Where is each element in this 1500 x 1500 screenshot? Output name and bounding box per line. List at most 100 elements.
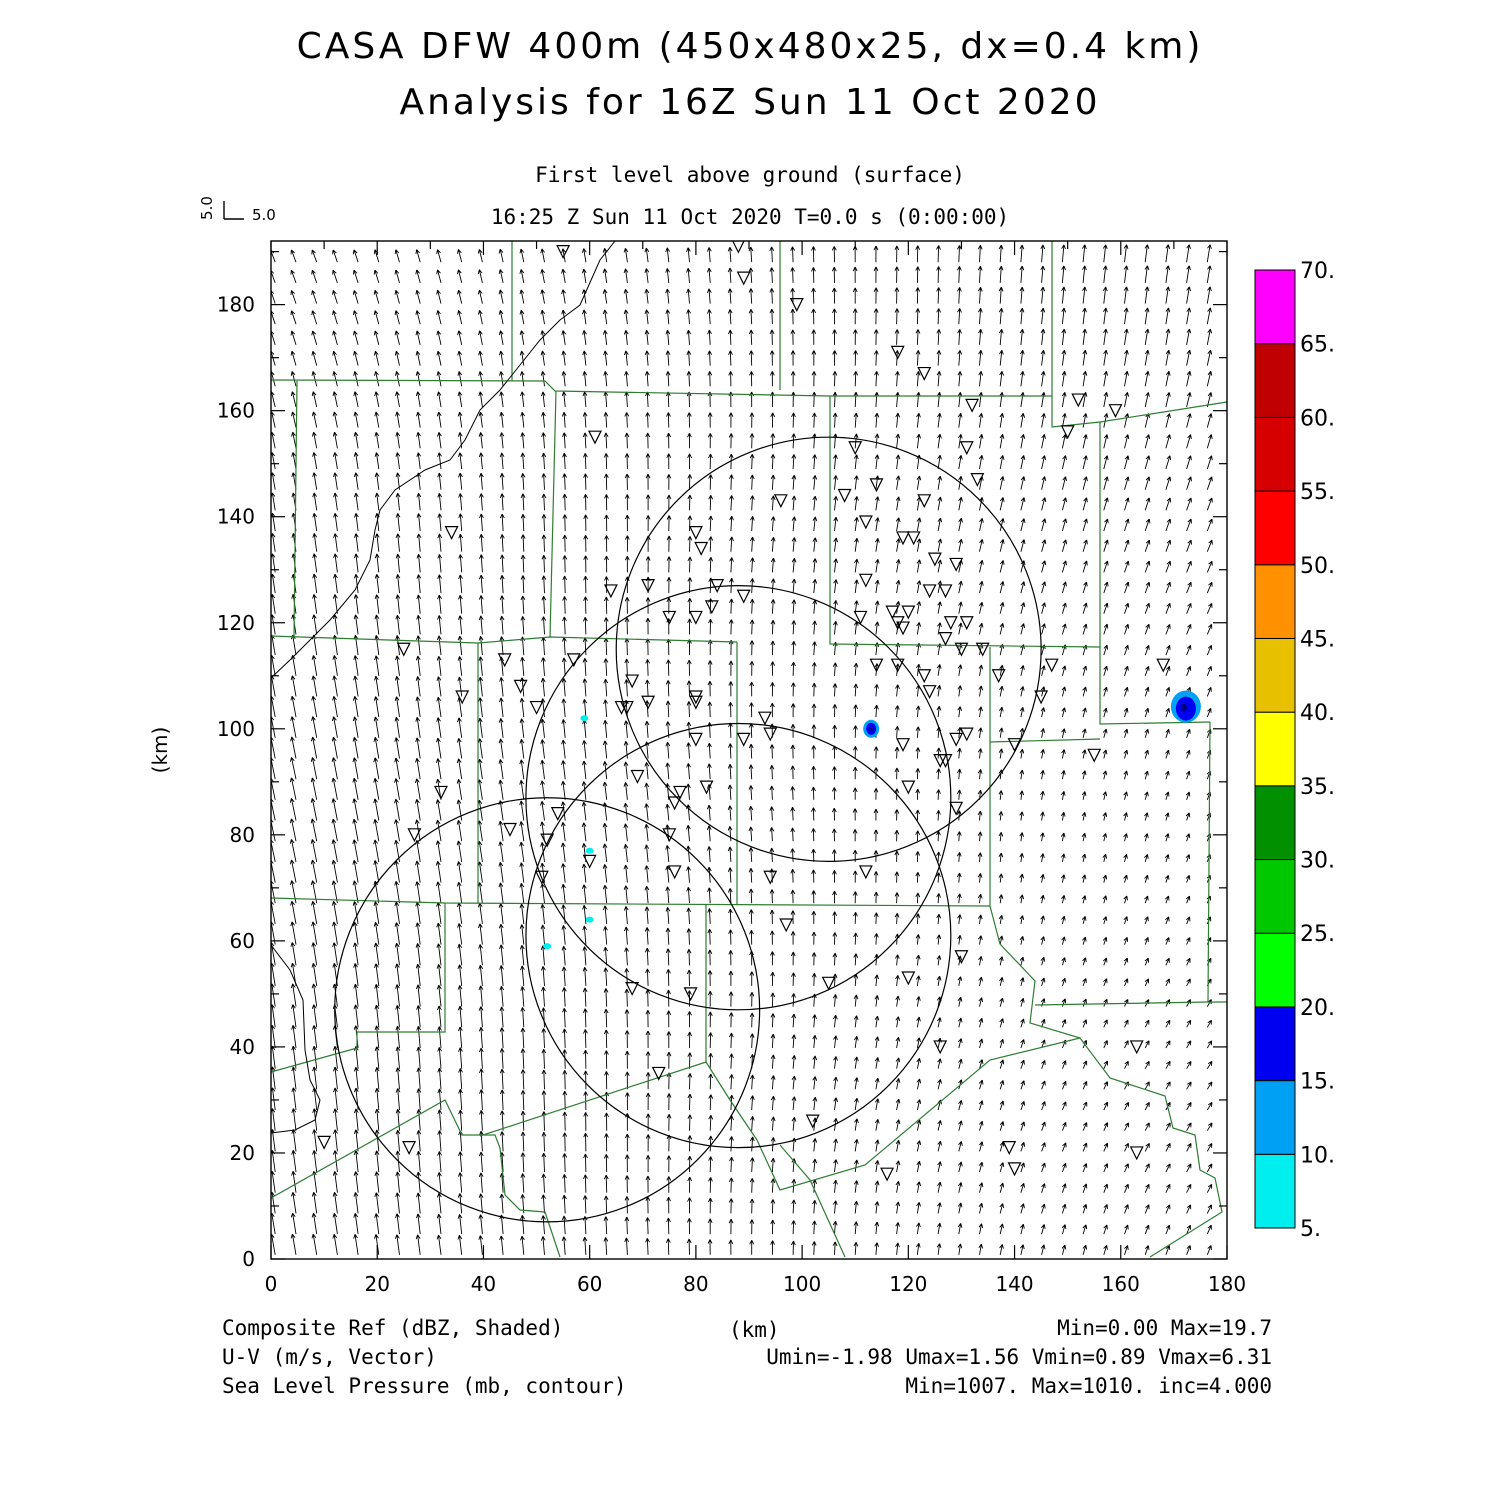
station-marker [959, 616, 974, 631]
station-marker [922, 584, 937, 599]
vector-key: 5.0 5.0 [198, 196, 276, 224]
footer-stats-2: Umin=-1.98 Umax=1.56 Vmin=0.89 Vmax=6.31 [766, 1345, 1272, 1369]
wind-vector-field [271, 241, 1213, 1255]
station-marker [763, 870, 778, 885]
station-marker [662, 828, 677, 843]
colorbar-label: 45. [1300, 627, 1335, 652]
station-marker [975, 642, 990, 657]
colorbar-swatch [1254, 269, 1296, 345]
station-marker [965, 398, 980, 413]
station-marker [858, 865, 873, 880]
station-marker [588, 430, 602, 445]
pressure-contours [271, 241, 616, 1134]
colorbar-label: 15. [1300, 1070, 1335, 1095]
y-tick-label: 100 [217, 717, 255, 741]
station-marker [858, 573, 873, 588]
station-marker [550, 807, 565, 821]
station-marker [534, 870, 549, 885]
plot-title: CASA DFW 400m (450x480x25, dx=0.4 km) [296, 26, 1204, 67]
station-marker [317, 1135, 332, 1150]
station-marker [625, 674, 640, 689]
station-marker [959, 441, 974, 456]
colorbar-label: 5. [1300, 1217, 1321, 1242]
station-marker [566, 653, 581, 668]
station-marker [736, 732, 751, 747]
station-marker [710, 579, 725, 593]
y-tick-label: 80 [230, 823, 255, 847]
station-marker [736, 589, 751, 604]
station-marker [497, 653, 512, 668]
colorbar-label: 20. [1300, 996, 1335, 1021]
colorbar-swatch [1254, 859, 1296, 934]
reflectivity-echo [580, 715, 589, 722]
station-marker [688, 526, 703, 540]
colorbar-swatch [1254, 490, 1296, 566]
colorbar-label: 65. [1300, 333, 1335, 358]
station-marker [1156, 658, 1171, 673]
station-marker [927, 552, 942, 567]
station-marker [949, 557, 964, 572]
station-marker [433, 785, 448, 800]
station-marker [901, 780, 916, 795]
station-marker [625, 981, 640, 996]
y-tick-label: 120 [217, 611, 255, 635]
station-marker [906, 531, 921, 546]
station-marker [603, 584, 618, 599]
colorbar-swatch [1254, 564, 1296, 639]
x-tick-label: 80 [683, 1272, 708, 1296]
station-marker [954, 642, 969, 657]
station-marker [1129, 1040, 1144, 1055]
station-marker [641, 579, 656, 593]
station-marker [917, 494, 932, 509]
station-marker [896, 531, 910, 546]
station-marker [805, 1114, 820, 1129]
colorbar-label: 70. [1300, 259, 1335, 284]
station-marker [949, 732, 964, 747]
observation-stations [317, 241, 1171, 1182]
station-marker [619, 700, 634, 715]
reflectivity-echo [863, 719, 880, 738]
station-marker [407, 828, 422, 843]
station-marker [732, 241, 745, 254]
axis-ticks [270, 241, 1228, 1260]
station-marker [688, 690, 703, 705]
colorbar-label: 50. [1300, 554, 1335, 579]
station-marker [513, 679, 528, 694]
x-tick-labels: 0 20 40 60 80 100 120 140 160 180 [265, 1272, 1246, 1296]
footer-field-3: Sea Level Pressure (mb, contour) [222, 1374, 627, 1398]
station-marker [848, 441, 863, 456]
colorbar-swatch [1254, 1006, 1296, 1082]
station-marker [1002, 1141, 1017, 1155]
y-tick-label: 40 [230, 1035, 255, 1059]
station-marker [672, 785, 687, 800]
station-marker [396, 642, 411, 657]
station-marker [688, 610, 703, 625]
station-marker [853, 610, 868, 625]
station-marker [821, 976, 836, 991]
station-marker [858, 515, 873, 530]
station-marker [1071, 393, 1086, 408]
station-marker [779, 918, 794, 933]
station-marker [503, 822, 517, 837]
y-tick-label: 60 [230, 929, 255, 953]
colorbar-swatch [1254, 1080, 1296, 1155]
station-marker [1034, 690, 1049, 705]
colorbar-labels: 5. 10. 15. 20. 25. 30. 35. 40. 45. 50. 55. 60. 65. 70… [1300, 259, 1335, 1242]
station-marker [444, 526, 459, 540]
time-label: 16:25 Z Sun 11 Oct 2020 T=0.0 s (0:00:00… [490, 205, 1010, 229]
y-tick-label: 160 [217, 399, 255, 423]
x-tick-label: 100 [783, 1272, 821, 1296]
colorbar-swatch [1254, 1153, 1296, 1229]
vector-key-v-label: 5.0 [198, 196, 216, 220]
station-marker [1060, 425, 1075, 440]
station-marker [773, 494, 788, 509]
x-tick-label: 120 [889, 1272, 927, 1296]
reflectivity-echo [585, 916, 594, 923]
station-marker [917, 669, 932, 684]
station-marker [901, 605, 916, 620]
station-marker [943, 616, 958, 631]
x-tick-label: 60 [577, 1272, 602, 1296]
reflectivity-echo [543, 943, 552, 950]
station-marker [970, 472, 985, 487]
station-marker [688, 732, 703, 747]
